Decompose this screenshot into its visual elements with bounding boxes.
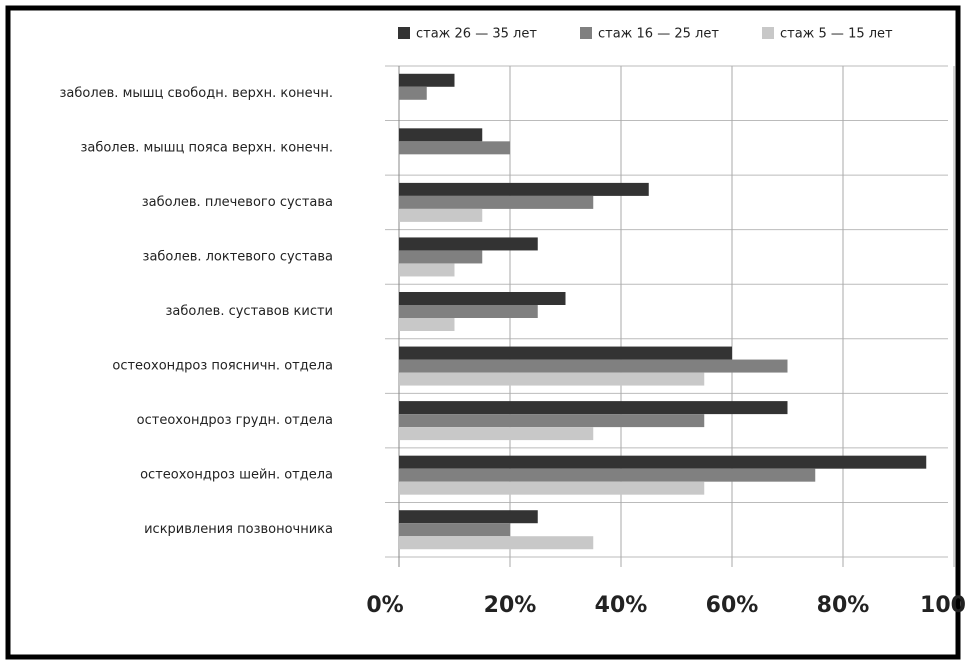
- bar: [399, 182, 649, 196]
- x-tick-label: 40%: [595, 593, 648, 618]
- x-tick-label: 80%: [817, 593, 870, 618]
- bar: [399, 468, 816, 482]
- y-tick-label: заболев. плечевого сустава: [142, 195, 333, 210]
- y-tick-label: искривления позвоночника: [144, 522, 333, 537]
- frame: [5, 5, 961, 660]
- bar: [399, 250, 483, 264]
- bar: [399, 455, 927, 469]
- bar: [399, 523, 510, 537]
- legend-label: стаж 5 — 15 лет: [780, 27, 893, 42]
- y-tick-label: заболев. мышц свободн. верхн. конечн.: [59, 86, 333, 101]
- bar: [399, 292, 566, 305]
- bar: [399, 73, 455, 87]
- y-tick-label: заболев. мышц пояса верхн. конечн.: [80, 140, 333, 155]
- legend-swatch: [762, 27, 774, 39]
- bar: [399, 372, 705, 386]
- y-tick-label: остеохондроз поясничн. отдела: [112, 359, 333, 374]
- bar: [399, 427, 594, 441]
- bar: [399, 86, 427, 100]
- x-tick-label: 0%: [366, 593, 403, 618]
- legend-label: стаж 16 — 25 лет: [598, 27, 719, 42]
- bar: [399, 481, 705, 495]
- y-tick-label: остеохондроз шейн. отдела: [140, 468, 333, 483]
- y-tick-label: остеохондроз грудн. отдела: [137, 413, 333, 428]
- x-tick-label: 60%: [706, 593, 759, 618]
- bar: [399, 359, 788, 373]
- y-tick-label: заболев. локтевого сустава: [143, 249, 333, 264]
- bar: [399, 536, 594, 550]
- bar: [399, 128, 483, 142]
- bar: [399, 318, 455, 331]
- bar: [399, 305, 538, 318]
- legend: стаж 26 — 35 лет стаж 16 — 25 лет стаж 5 —…: [398, 27, 893, 42]
- legend-swatch: [398, 27, 410, 39]
- bar: [399, 141, 510, 155]
- x-tick-label: 20%: [484, 593, 537, 618]
- x-tick-label: 100%: [920, 593, 966, 618]
- bar: [399, 208, 483, 222]
- y-tick-label: заболев. суставов кисти: [166, 304, 334, 319]
- bar: [399, 237, 538, 251]
- bar: [399, 346, 732, 360]
- bar: [399, 195, 594, 209]
- bar: [399, 510, 538, 524]
- bar: [399, 263, 455, 277]
- bar: [399, 414, 705, 428]
- legend-swatch: [580, 27, 592, 39]
- legend-label: стаж 26 — 35 лет: [416, 27, 537, 42]
- bar: [399, 401, 788, 415]
